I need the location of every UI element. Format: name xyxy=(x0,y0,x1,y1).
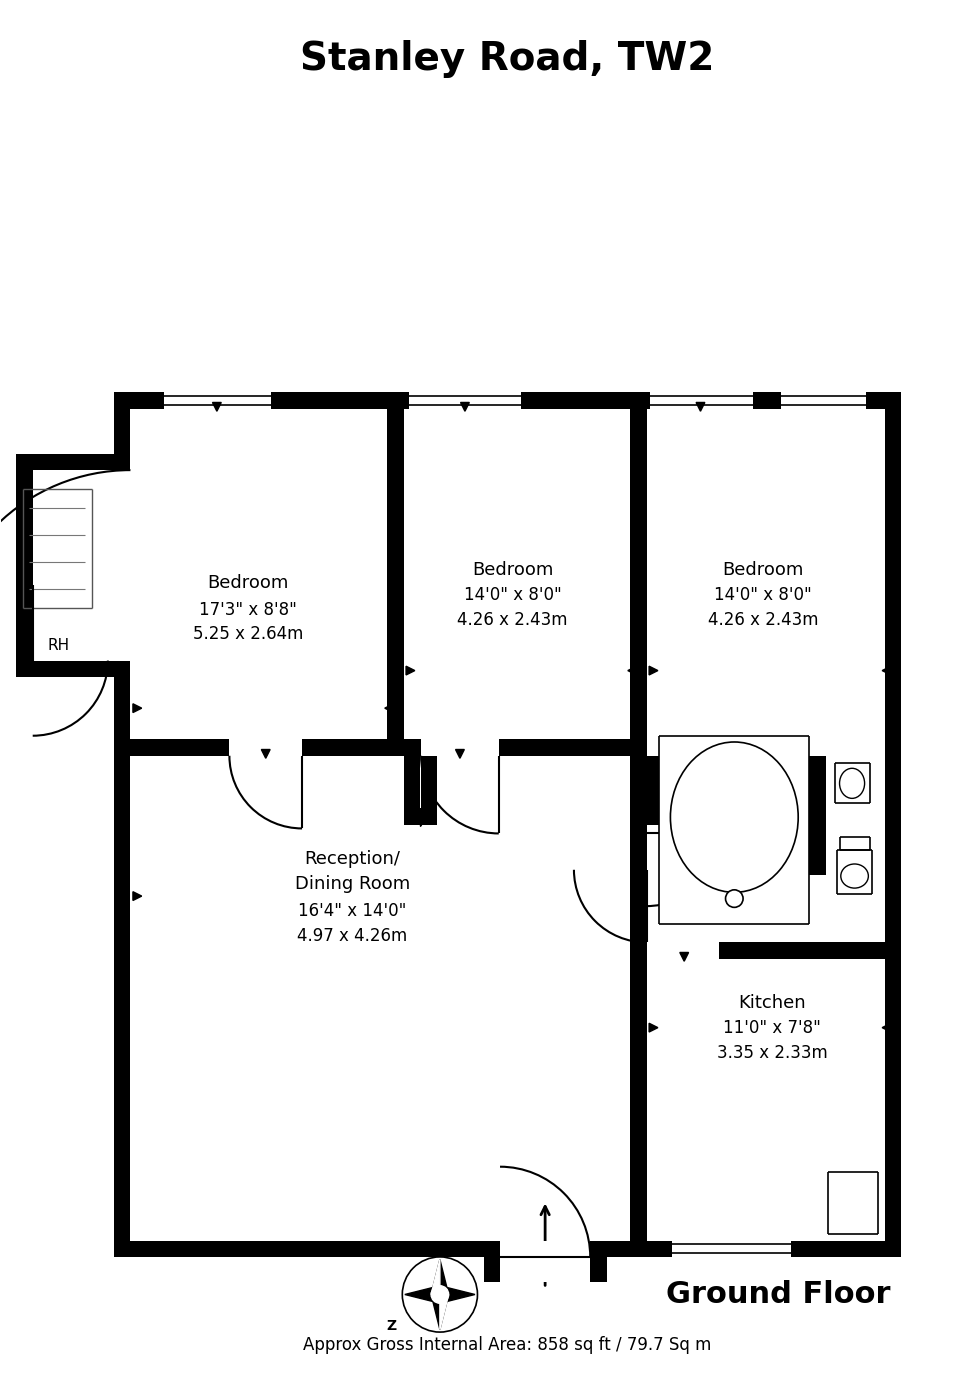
Bar xyxy=(500,1258,590,1283)
Bar xyxy=(647,756,662,824)
Polygon shape xyxy=(385,704,394,712)
Polygon shape xyxy=(461,403,469,411)
Bar xyxy=(302,740,387,756)
Polygon shape xyxy=(431,1259,440,1295)
Bar xyxy=(837,850,872,893)
Bar xyxy=(828,1172,878,1234)
Polygon shape xyxy=(628,666,637,674)
Text: 14'0" x 8'0": 14'0" x 8'0" xyxy=(714,586,812,604)
Polygon shape xyxy=(649,1024,658,1032)
Polygon shape xyxy=(431,1295,449,1330)
Text: 5.25 x 2.64m: 5.25 x 2.64m xyxy=(193,625,304,643)
Text: Bedroom: Bedroom xyxy=(208,573,289,591)
Polygon shape xyxy=(406,666,415,674)
Text: 17'3" x 8'8": 17'3" x 8'8" xyxy=(199,601,297,619)
Bar xyxy=(671,1241,791,1258)
Polygon shape xyxy=(405,1285,440,1303)
Ellipse shape xyxy=(670,742,798,892)
Bar xyxy=(835,763,869,803)
Text: 4.26 x 2.43m: 4.26 x 2.43m xyxy=(458,611,567,629)
Bar xyxy=(17,661,114,677)
Text: Stanley Road, TW2: Stanley Road, TW2 xyxy=(300,40,714,78)
Bar xyxy=(781,392,866,409)
Text: 3.35 x 2.33m: 3.35 x 2.33m xyxy=(716,1044,827,1062)
Polygon shape xyxy=(680,953,689,961)
Ellipse shape xyxy=(841,864,868,888)
Text: Approx Gross Internal Area: 858 sq ft / 79.7 Sq m: Approx Gross Internal Area: 858 sq ft / … xyxy=(304,1335,711,1353)
Polygon shape xyxy=(456,749,465,758)
Text: Bedroom: Bedroom xyxy=(722,561,804,579)
Polygon shape xyxy=(440,1285,475,1303)
Polygon shape xyxy=(431,1259,449,1295)
Bar xyxy=(114,392,130,1258)
Bar xyxy=(662,809,719,824)
Bar xyxy=(17,470,32,677)
Text: 4.97 x 4.26m: 4.97 x 4.26m xyxy=(297,927,408,945)
Bar xyxy=(165,392,270,409)
Polygon shape xyxy=(262,749,270,758)
Bar xyxy=(660,735,809,924)
Bar xyxy=(421,756,437,824)
Bar xyxy=(630,409,647,756)
Bar xyxy=(404,740,421,756)
Polygon shape xyxy=(133,892,142,900)
Bar xyxy=(630,756,647,1241)
Bar xyxy=(114,1241,901,1258)
Bar xyxy=(404,756,419,824)
Bar xyxy=(387,409,404,756)
Bar xyxy=(409,392,521,409)
Ellipse shape xyxy=(840,769,864,798)
Bar xyxy=(499,740,630,756)
Text: 4.26 x 2.43m: 4.26 x 2.43m xyxy=(708,611,818,629)
Ellipse shape xyxy=(431,1285,449,1303)
Text: 16'4" x 14'0": 16'4" x 14'0" xyxy=(298,902,407,920)
Text: Ground Floor: Ground Floor xyxy=(665,1280,891,1309)
Polygon shape xyxy=(882,1024,891,1032)
Bar xyxy=(885,392,901,1258)
Text: Kitchen: Kitchen xyxy=(738,993,806,1011)
Bar xyxy=(736,756,752,824)
Circle shape xyxy=(725,889,743,907)
Bar xyxy=(114,470,130,661)
Polygon shape xyxy=(440,1295,449,1330)
Text: RH: RH xyxy=(48,638,71,652)
Bar xyxy=(809,756,826,875)
Text: Reception/: Reception/ xyxy=(304,849,400,867)
Bar xyxy=(840,837,869,850)
Bar xyxy=(17,454,114,470)
Text: 11'0" x 7'8": 11'0" x 7'8" xyxy=(723,1018,821,1036)
Bar xyxy=(651,392,753,409)
Bar xyxy=(484,1258,607,1283)
Bar xyxy=(719,756,736,824)
Polygon shape xyxy=(213,403,221,411)
Bar xyxy=(500,1241,590,1258)
Text: 14'0" x 8'0": 14'0" x 8'0" xyxy=(464,586,562,604)
Text: Dining Room: Dining Room xyxy=(295,874,410,892)
Bar xyxy=(130,740,229,756)
Bar xyxy=(719,942,885,958)
Polygon shape xyxy=(696,403,705,411)
Bar xyxy=(419,809,421,824)
Bar xyxy=(114,392,901,409)
Text: Z: Z xyxy=(386,1319,396,1332)
Polygon shape xyxy=(882,666,891,674)
Text: Bedroom: Bedroom xyxy=(471,561,554,579)
Polygon shape xyxy=(133,704,142,712)
Polygon shape xyxy=(649,666,658,674)
Bar xyxy=(647,756,662,824)
